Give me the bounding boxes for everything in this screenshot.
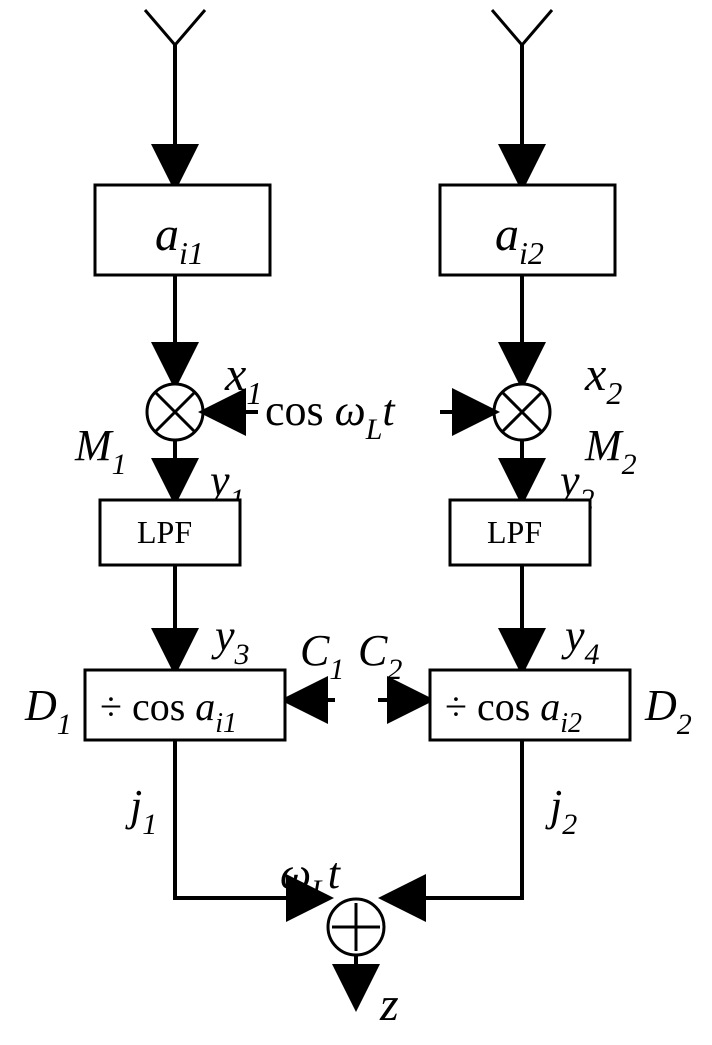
mixer-label-right: M2 <box>584 421 637 481</box>
mixer-right <box>494 384 550 440</box>
adder-final <box>328 899 384 955</box>
signal-y4-label: y4 <box>561 611 600 671</box>
local-oscillator-label: cos ωLt <box>265 386 396 446</box>
block-diagram: ai1 x1 M1 y1 LPF y3 C1 ÷ cos ai1 D1 <box>0 0 712 1045</box>
c1-label: C1 <box>300 626 344 686</box>
lpf-label-right: LPF <box>487 514 542 550</box>
signal-y3-label: y3 <box>211 611 250 671</box>
d2-label: D2 <box>644 681 692 741</box>
signal-x2-label: x2 <box>584 348 622 411</box>
signal-x1-label: x1 <box>224 348 262 411</box>
lpf-label-left: LPF <box>137 514 192 550</box>
signal-j1-label: j1 <box>125 781 157 841</box>
d1-label: D1 <box>24 681 72 741</box>
antenna-left <box>145 10 205 180</box>
mixer-label-left: M1 <box>74 421 127 481</box>
c2-label: C2 <box>358 626 402 686</box>
mixer-left <box>147 384 203 440</box>
antenna-right <box>492 10 552 180</box>
signal-j2-label: j2 <box>545 781 577 841</box>
output-label: z <box>379 978 399 1031</box>
